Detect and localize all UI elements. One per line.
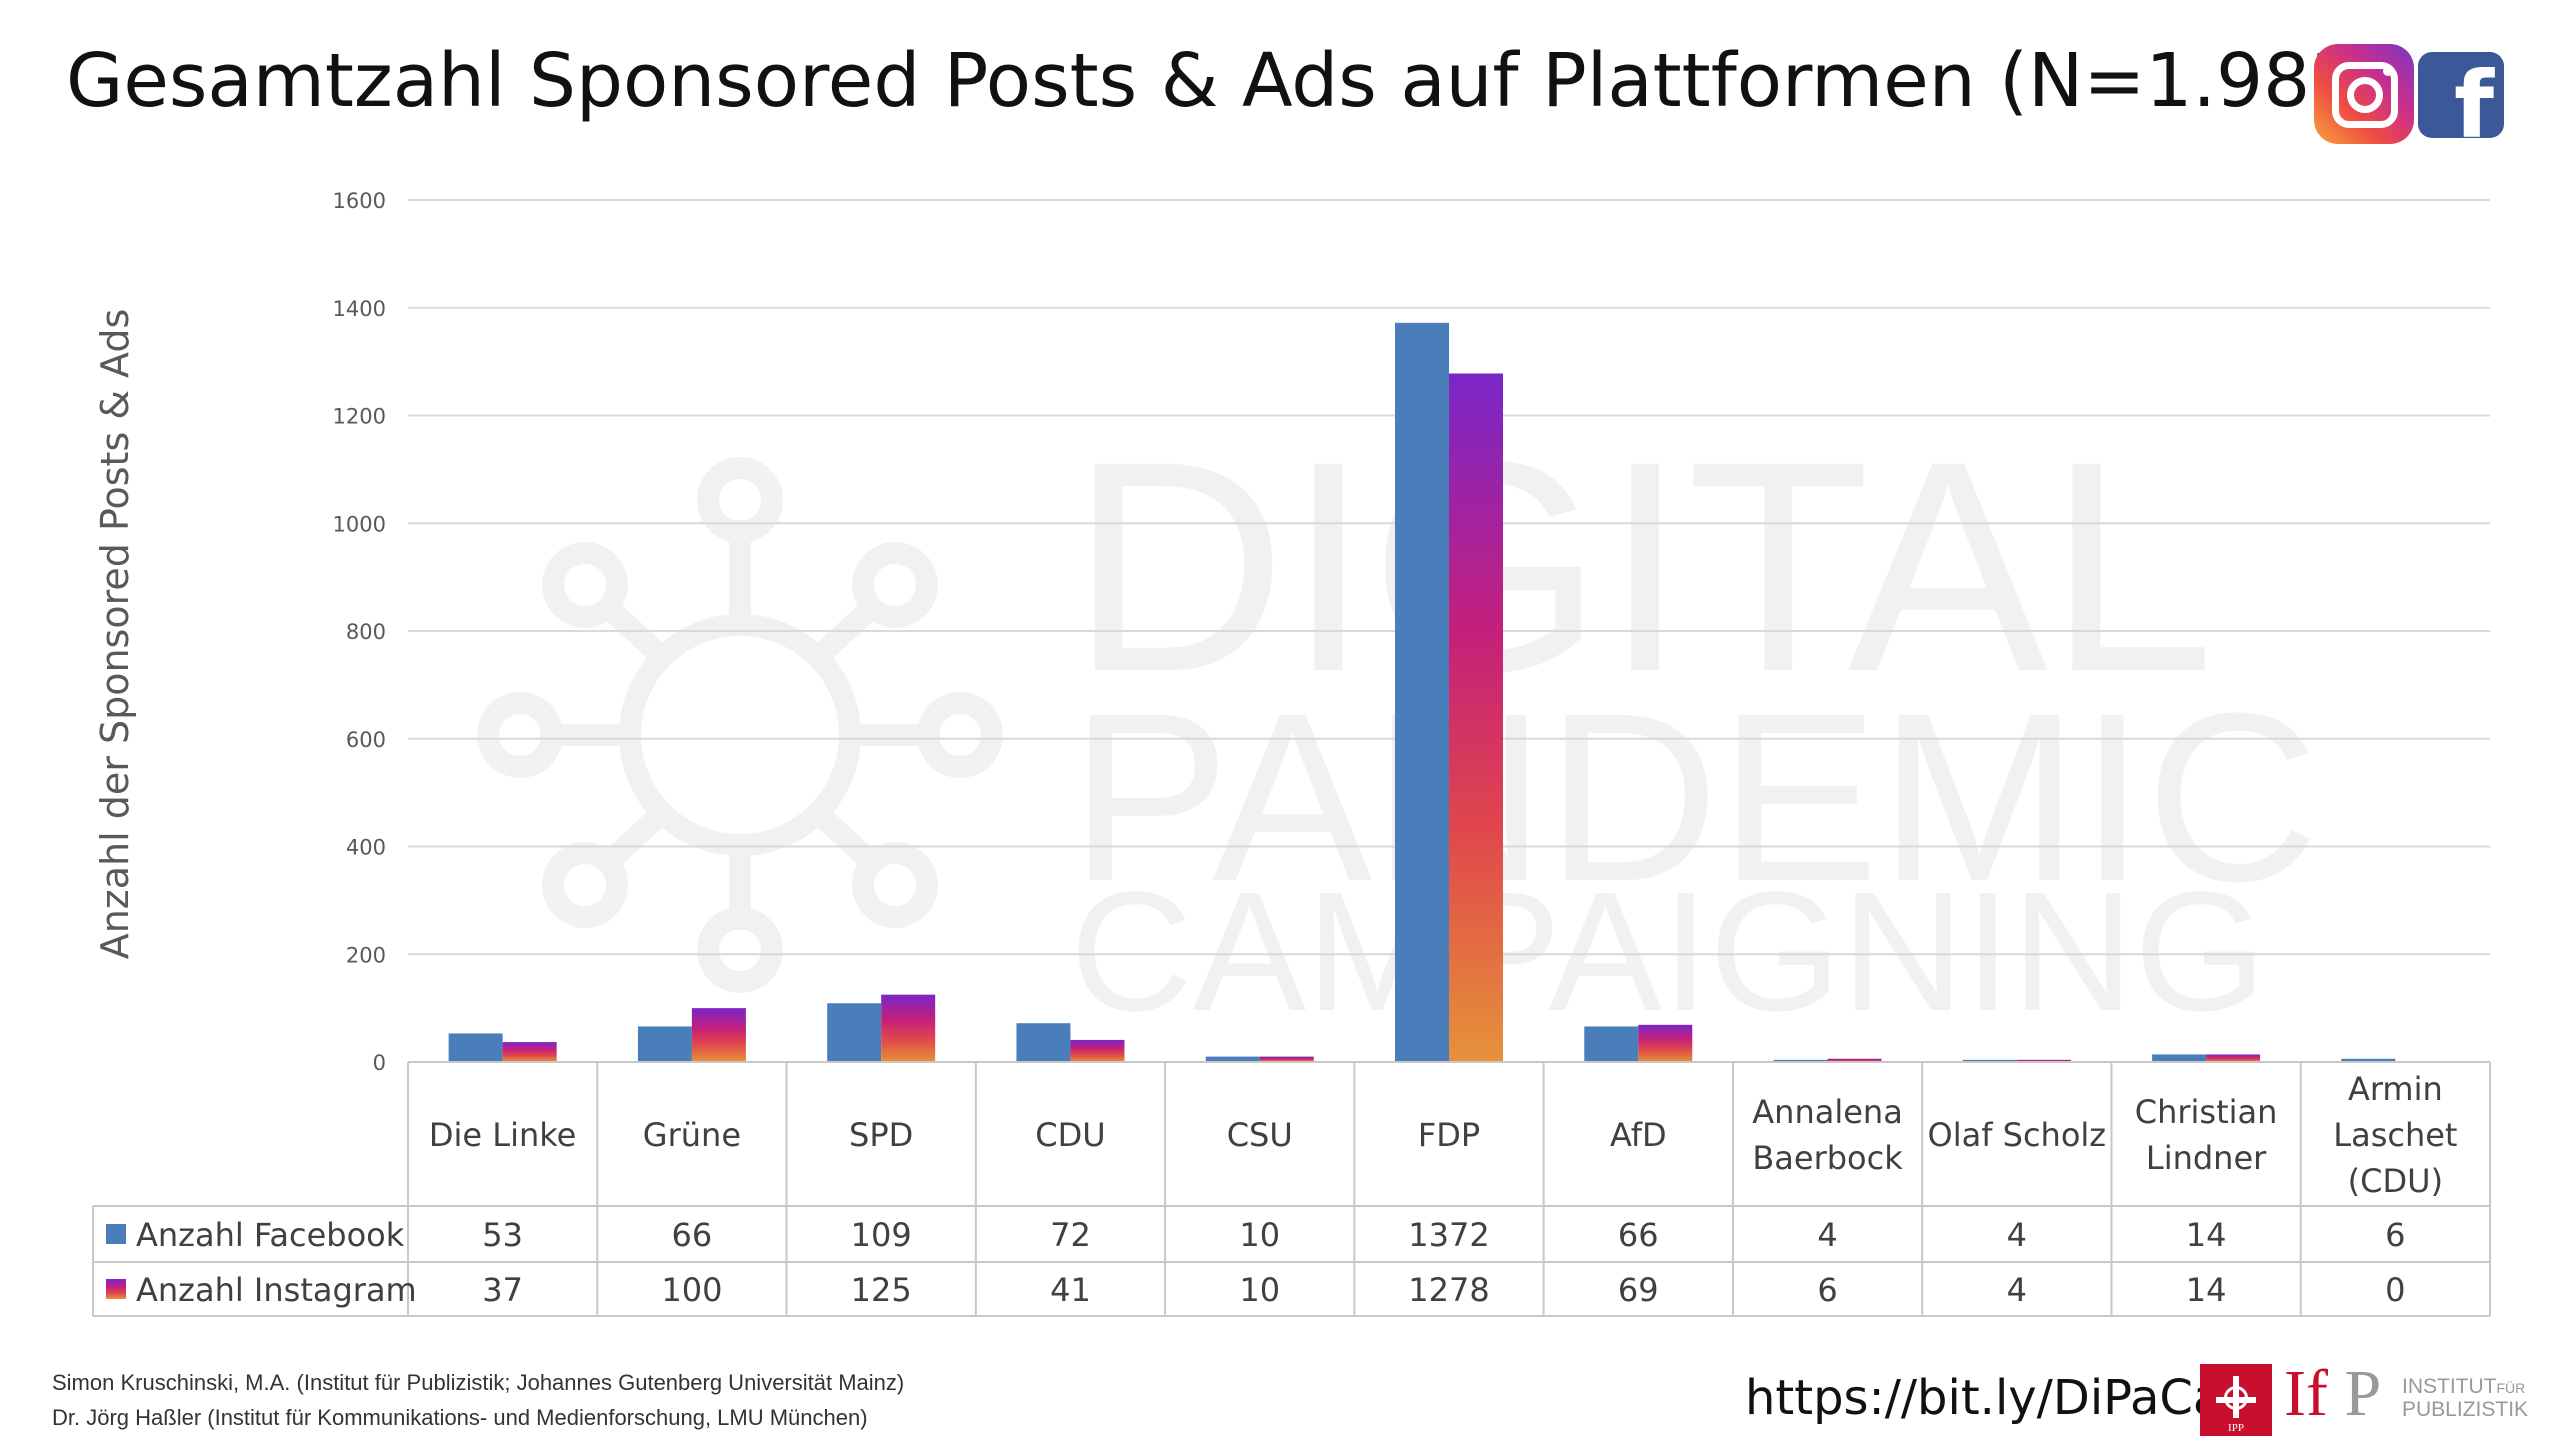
bar-instagram xyxy=(502,1042,557,1062)
bar-instagram xyxy=(1638,1024,1693,1062)
legend-label: Anzahl Instagram xyxy=(136,1271,417,1309)
bar-facebook xyxy=(1016,1023,1071,1062)
category-label: AfD xyxy=(1610,1116,1667,1154)
category-label: (CDU) xyxy=(2348,1162,2443,1200)
y-tick-label: 1000 xyxy=(333,512,386,536)
data-label: 125 xyxy=(851,1271,912,1309)
author-credit-2: Dr. Jörg Haßler (Institut für Kommunikat… xyxy=(52,1405,868,1430)
category-label: CSU xyxy=(1227,1116,1293,1154)
watermark-text: PANDEMIC xyxy=(1070,663,2319,931)
category-label: SPD xyxy=(849,1116,913,1154)
data-label: 109 xyxy=(851,1216,912,1254)
bar-instagram xyxy=(1070,1039,1125,1062)
data-label: 72 xyxy=(1050,1216,1091,1254)
bar-chart: DIGITAL PANDEMIC CAMPAIGNING 0 200 400 600 8… xyxy=(92,189,2491,1317)
bar-facebook xyxy=(1395,322,1449,1063)
category-label: FDP xyxy=(1418,1116,1480,1154)
data-label: 14 xyxy=(2186,1271,2227,1309)
bar-facebook xyxy=(637,1026,692,1062)
bar-instagram xyxy=(2016,1059,2071,1062)
category-label: Christian xyxy=(2135,1093,2278,1131)
category-label: Lindner xyxy=(2146,1139,2267,1177)
category-label: Die Linke xyxy=(429,1116,576,1154)
bar-instagram xyxy=(1259,1056,1314,1062)
data-label: 1372 xyxy=(1408,1216,1489,1254)
y-axis-ticks: 0 200 400 600 800 1000 1200 1400 1600 xyxy=(333,189,386,1075)
y-tick-label: 200 xyxy=(346,943,386,967)
bar-facebook xyxy=(448,1033,503,1062)
bar-facebook xyxy=(1773,1059,1828,1062)
data-label: 66 xyxy=(672,1216,713,1254)
y-tick-label: 0 xyxy=(373,1051,386,1075)
data-label: 6 xyxy=(1817,1271,1837,1309)
data-label: 4 xyxy=(2007,1216,2027,1254)
category-label: Annalena xyxy=(1752,1093,1903,1131)
data-label: 6 xyxy=(2385,1216,2405,1254)
legend-swatch-instagram xyxy=(106,1279,126,1299)
bar-facebook xyxy=(2341,1058,2396,1062)
data-label: 100 xyxy=(661,1271,722,1309)
instagram-icon xyxy=(2314,44,2414,144)
chart-title: Gesamtzahl Sponsored Posts & Ads auf Pla… xyxy=(66,38,2387,124)
data-label: 4 xyxy=(1817,1216,1837,1254)
data-label: 1278 xyxy=(1408,1271,1489,1309)
bar-instagram xyxy=(691,1008,746,1062)
bar-instagram xyxy=(2206,1054,2261,1062)
data-label: 37 xyxy=(482,1271,523,1309)
data-label: 10 xyxy=(1239,1271,1280,1309)
category-label: CDU xyxy=(1035,1116,1105,1154)
data-label: 41 xyxy=(1050,1271,1091,1309)
y-tick-label: 1200 xyxy=(333,405,386,429)
category-label: Laschet xyxy=(2333,1116,2457,1154)
bar-facebook xyxy=(1584,1026,1639,1062)
data-label: 4 xyxy=(2007,1271,2027,1309)
data-label: 14 xyxy=(2186,1216,2227,1254)
data-label: 69 xyxy=(1618,1271,1659,1309)
watermark: DIGITAL PANDEMIC CAMPAIGNING xyxy=(477,398,2319,1047)
y-axis-label: Anzahl der Sponsored Posts & Ads xyxy=(93,309,137,960)
category-label: Baerbock xyxy=(1752,1139,1903,1177)
y-tick-label: 800 xyxy=(346,620,386,644)
category-label: Grüne xyxy=(643,1116,741,1154)
author-credit-1: Simon Kruschinski, M.A. (Institut für Pu… xyxy=(52,1370,905,1395)
category-label: Armin xyxy=(2348,1070,2443,1108)
ipp-logo-icon: IPP xyxy=(2200,1364,2272,1436)
watermark-text: CAMPAIGNING xyxy=(1070,857,2266,1047)
bar-instagram xyxy=(1827,1058,1882,1062)
ifp-logo: If P xyxy=(2284,1357,2382,1430)
data-label: 0 xyxy=(2385,1271,2405,1309)
bar-facebook xyxy=(827,1003,882,1062)
y-tick-label: 600 xyxy=(346,728,386,752)
legend-swatch-facebook xyxy=(106,1224,126,1244)
data-table: Die Linke Grüne SPD CDU CSU FDP AfD Annalena Bae… xyxy=(92,1061,2491,1317)
data-label: 10 xyxy=(1239,1216,1280,1254)
y-tick-label: 400 xyxy=(346,836,386,860)
bar-facebook xyxy=(1205,1056,1260,1062)
bar-instagram xyxy=(881,994,936,1062)
bar-facebook xyxy=(1962,1059,2017,1062)
data-label: 66 xyxy=(1618,1216,1659,1254)
y-tick-label: 1400 xyxy=(333,297,386,321)
network-watermark-icon xyxy=(477,457,1003,993)
facebook-icon: f xyxy=(2418,52,2504,138)
y-tick-label: 1600 xyxy=(333,189,386,213)
bars xyxy=(448,322,2450,1063)
bar-facebook xyxy=(2152,1054,2207,1062)
legend-label: Anzahl Facebook xyxy=(136,1216,405,1254)
category-label: Olaf Scholz xyxy=(1928,1116,2107,1154)
bar-instagram xyxy=(1449,373,1503,1062)
institut-publizistik-label: INSTITUTFÜR PUBLIZISTIK xyxy=(2402,1375,2529,1421)
watermark-text: DIGITAL xyxy=(1070,398,2215,734)
data-label: 53 xyxy=(482,1216,523,1254)
project-link[interactable]: https://bit.ly/DiPaCa xyxy=(1745,1370,2223,1426)
